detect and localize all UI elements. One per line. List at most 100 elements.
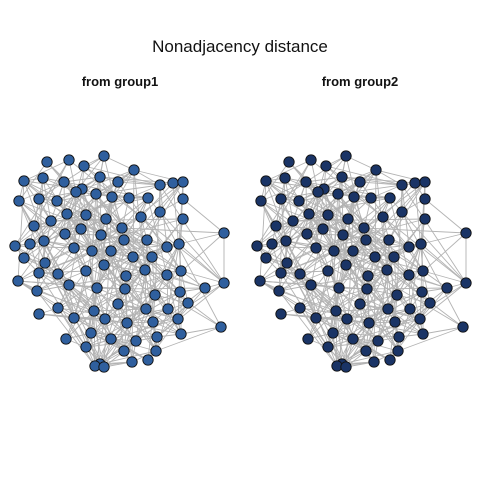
panel-title-group1: from group1 — [81, 74, 159, 89]
network-edge — [125, 275, 156, 296]
network-edge — [401, 211, 467, 284]
network-node — [414, 313, 426, 325]
network-node — [275, 267, 287, 279]
network-node — [372, 335, 384, 347]
figure-title: Nonadjacency distance — [152, 37, 328, 56]
network-node — [460, 277, 472, 289]
network-edge — [363, 197, 391, 229]
network-node — [361, 283, 373, 295]
network-node — [275, 308, 287, 320]
network-node — [281, 257, 293, 269]
network-edge — [387, 308, 424, 335]
network-edge — [260, 200, 288, 264]
network-node — [58, 176, 70, 188]
network-node — [177, 193, 189, 205]
network-edge — [66, 176, 101, 215]
network-edge — [299, 307, 338, 367]
network-edge — [323, 188, 344, 236]
network-node — [18, 252, 30, 264]
network-edge — [368, 322, 375, 363]
network-node — [310, 312, 322, 324]
network-node — [52, 268, 64, 280]
network-edge — [14, 245, 46, 264]
network-node — [146, 251, 158, 263]
network-edge — [408, 274, 448, 289]
network-edge — [99, 350, 157, 365]
network-node — [68, 242, 80, 254]
network-edge — [124, 287, 206, 290]
network-node — [342, 213, 354, 225]
network-node — [149, 289, 161, 301]
network-node — [384, 354, 396, 366]
network-edge — [332, 332, 399, 352]
network-node — [419, 193, 431, 205]
network-node — [139, 264, 151, 276]
network-edge — [280, 250, 335, 274]
network-node — [415, 238, 427, 250]
network-edge — [359, 294, 398, 305]
network-node — [88, 305, 100, 317]
network-edge — [310, 275, 369, 286]
network-node — [150, 345, 162, 357]
network-node — [270, 220, 282, 232]
network-node — [141, 234, 153, 246]
network-node — [280, 235, 292, 247]
network-node — [337, 229, 349, 241]
network-edge — [73, 239, 125, 249]
network-edge — [124, 274, 168, 290]
network-edge — [126, 322, 133, 363]
network-edge — [366, 287, 448, 290]
network-node — [389, 316, 401, 328]
network-edge — [382, 216, 410, 248]
network-edge — [65, 310, 95, 340]
network-edge — [178, 232, 225, 245]
network-edge — [68, 275, 127, 286]
network-node — [302, 333, 314, 345]
network-edge — [366, 256, 395, 290]
network-node — [260, 175, 272, 187]
network-edge — [315, 239, 367, 249]
network-edge — [110, 294, 156, 340]
network-node — [409, 177, 421, 189]
network-edge — [178, 243, 225, 284]
network-node — [417, 328, 429, 340]
network-edge — [155, 326, 222, 352]
network-edge — [93, 288, 126, 312]
network-panel-group1 — [9, 150, 230, 373]
network-edge — [359, 181, 403, 186]
network-edge — [90, 308, 147, 334]
network-node — [98, 150, 110, 162]
network-node — [287, 215, 299, 227]
network-edge — [18, 161, 48, 202]
network-edge — [401, 211, 464, 328]
network-edge — [93, 308, 147, 312]
network-edge — [352, 338, 391, 361]
network-node — [140, 303, 152, 315]
network-node — [33, 308, 45, 320]
network-edge — [315, 247, 376, 258]
network-edge — [124, 256, 153, 290]
network-node — [360, 234, 372, 246]
network-node — [9, 240, 21, 252]
network-node — [142, 354, 154, 366]
network-edge — [305, 176, 343, 183]
network-edge — [335, 288, 368, 312]
network-node — [333, 282, 345, 294]
network-node — [310, 242, 322, 254]
network-node — [417, 265, 429, 277]
network-edge — [154, 294, 189, 304]
network-node — [360, 345, 372, 357]
network-node — [347, 245, 359, 257]
network-edge — [315, 181, 426, 319]
network-node — [98, 361, 110, 373]
network-edge — [105, 218, 168, 248]
network-edge — [57, 250, 93, 275]
network-node — [340, 361, 352, 373]
network-edge — [278, 220, 294, 292]
network-node — [393, 331, 405, 343]
network-node — [218, 227, 230, 239]
network-node — [18, 175, 30, 187]
network-node — [403, 269, 415, 281]
network-edge — [14, 220, 52, 247]
network-node — [340, 259, 352, 271]
